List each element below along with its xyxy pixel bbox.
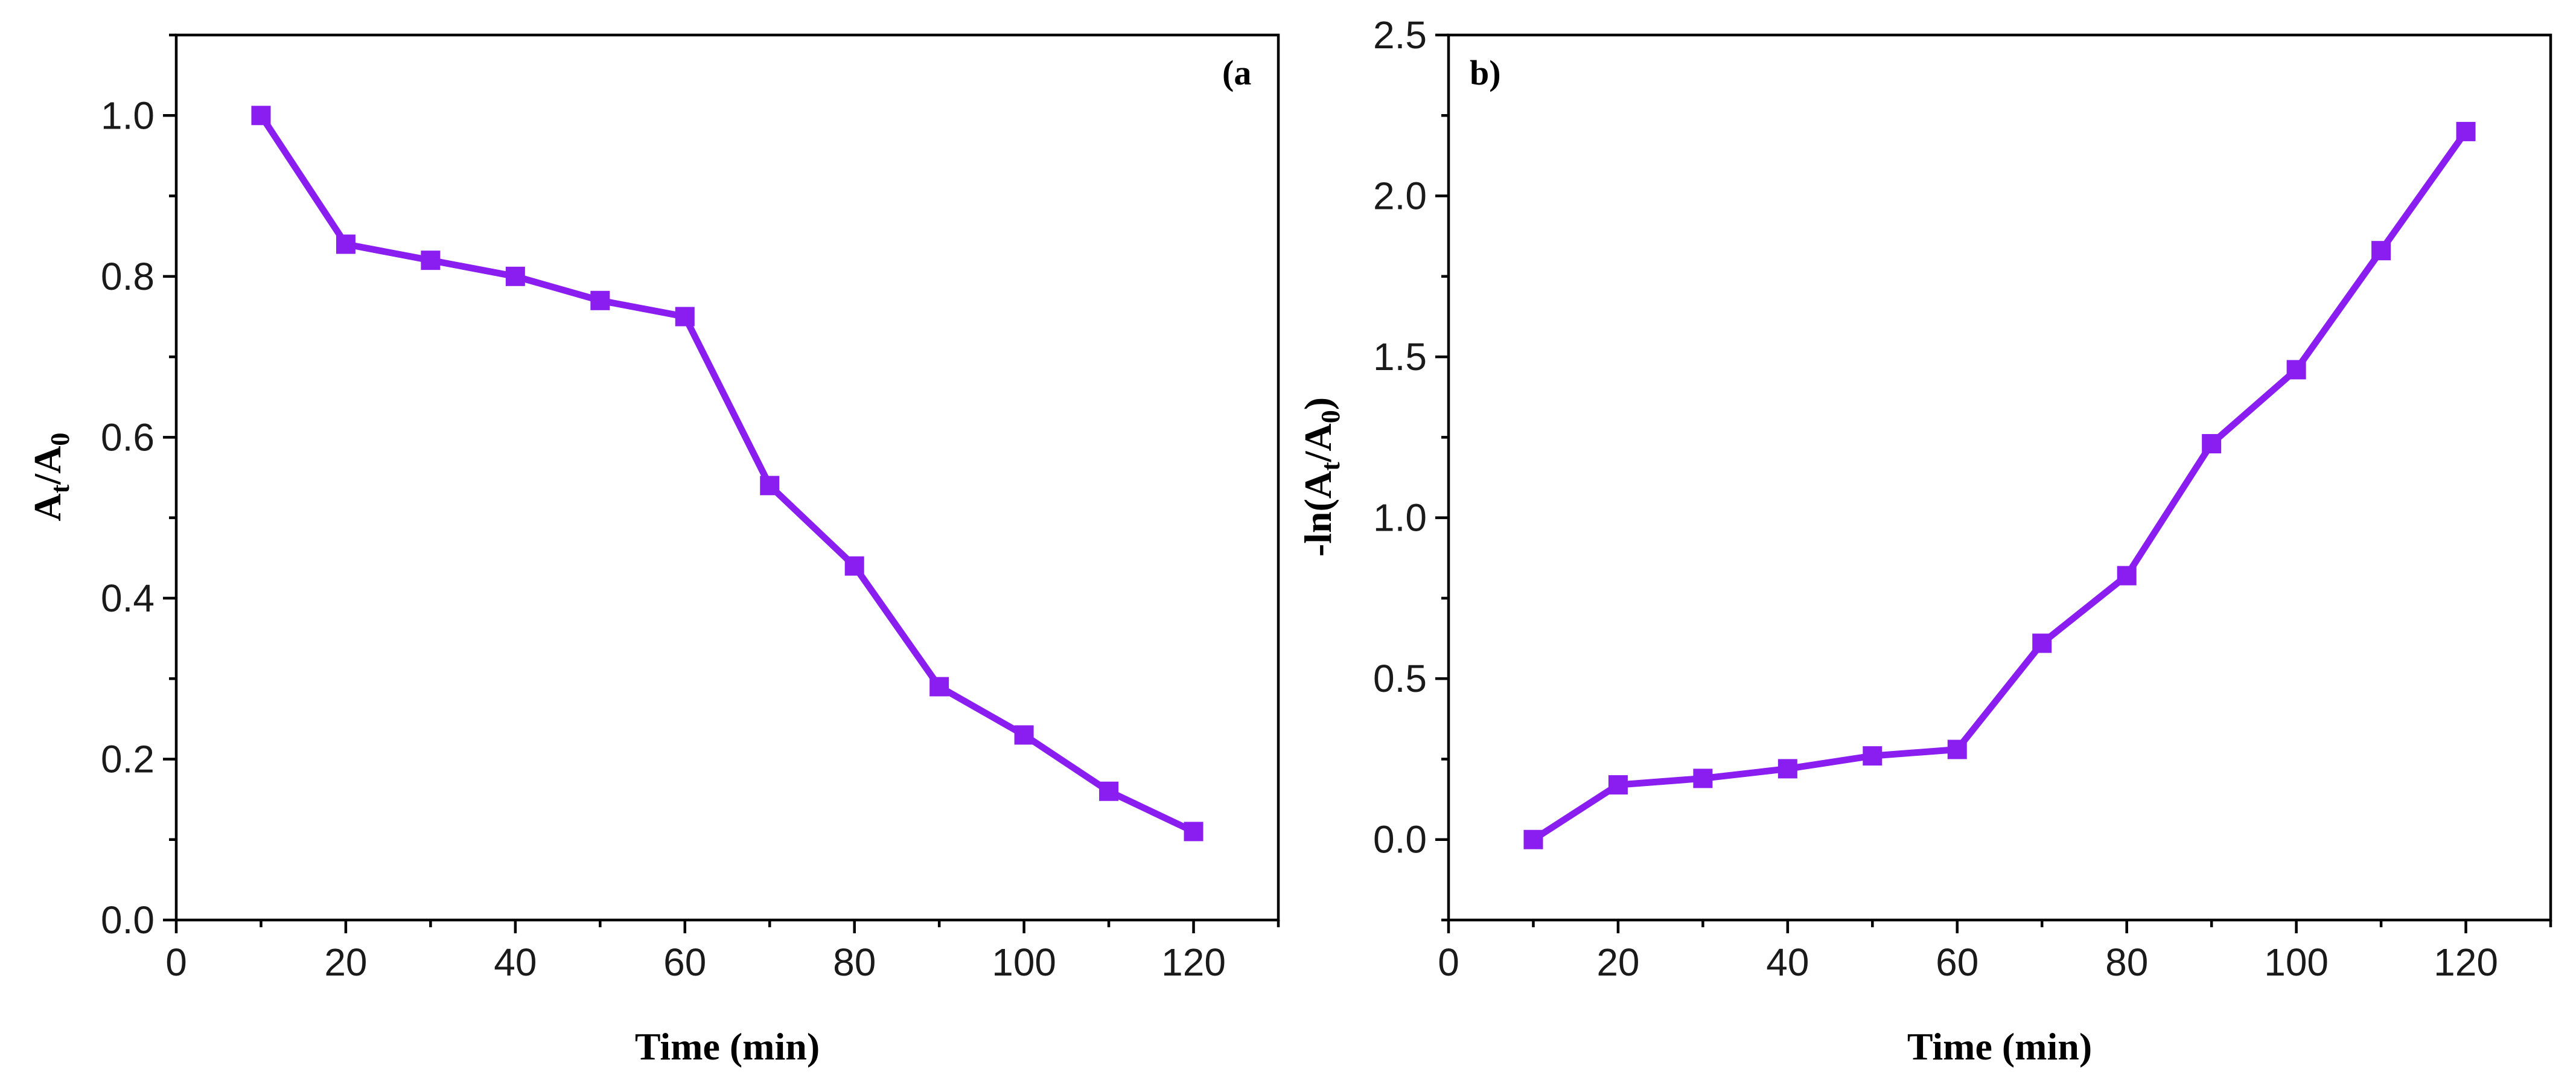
x-tick-label: 80 — [2105, 941, 2148, 984]
data-point-marker — [929, 677, 949, 697]
data-point-marker — [2032, 633, 2052, 653]
y-axis-b: 0.0 0.5 1.0 1.5 2.0 2.5 — [1373, 13, 1449, 922]
y-tick-label: 0.8 — [101, 255, 155, 298]
data-point-marker — [590, 290, 610, 310]
data-point-marker — [1693, 768, 1713, 788]
x-tick-label: 120 — [1161, 941, 1226, 984]
y-axis-title-a: At/A0 — [26, 433, 75, 522]
panel-label-b: b) — [1470, 53, 1501, 92]
y-tick-label: 1.0 — [1373, 496, 1427, 540]
series-line — [1531, 129, 2469, 843]
plot-frame-b — [1447, 33, 2552, 922]
data-point-marker — [1863, 746, 1883, 766]
y-tick-label: 2.0 — [1373, 174, 1427, 218]
x-tick-label: 0 — [165, 941, 187, 984]
chart-panel-a: (a Time (min) At/A0 0 20 40 60 80 100 120 0.00… — [26, 33, 1280, 1068]
y-tick-label: 0.0 — [1373, 818, 1427, 861]
series-line — [258, 113, 1195, 835]
x-tick-label: 40 — [1766, 941, 1809, 984]
data-point-marker — [505, 266, 525, 286]
series-b — [1523, 121, 2476, 849]
data-point-marker — [2202, 434, 2222, 454]
x-tick-label: 20 — [324, 941, 367, 984]
data-point-marker — [1099, 781, 1119, 801]
series-a — [251, 106, 1204, 842]
data-point-marker — [1014, 725, 1034, 745]
y-tick-label: 0.0 — [101, 898, 155, 942]
x-tick-label: 120 — [2434, 941, 2498, 984]
x-tick-label: 0 — [1438, 941, 1459, 984]
x-axis-title-a: Time (min) — [635, 1025, 820, 1068]
x-tick-label: 60 — [1936, 941, 1978, 984]
x-axis-a: 0 20 40 60 80 100 120 — [165, 920, 1280, 984]
y-tick-label: 0.5 — [1373, 657, 1427, 700]
chart-panel-b: b) Time (min) -ln(At/A0) 0 20 40 60 80 100 120… — [1296, 13, 2552, 1068]
y-tick-label: 2.5 — [1373, 13, 1427, 57]
data-point-marker — [2117, 566, 2137, 586]
data-point-marker — [2456, 121, 2476, 141]
x-tick-label: 100 — [992, 941, 1056, 984]
plot-frame-a — [174, 33, 1280, 922]
panel-label-a: (a — [1222, 53, 1251, 92]
x-axis-b: 0 20 40 60 80 100 120 — [1438, 920, 2552, 984]
data-point-marker — [844, 556, 864, 576]
data-point-marker — [2371, 241, 2391, 261]
y-axis-a: 0.0 0.2 0.4 0.6 0.8 1.0 — [101, 33, 176, 942]
data-point-marker — [1608, 775, 1628, 795]
data-point-marker — [2286, 360, 2306, 380]
data-point-marker — [1947, 740, 1967, 759]
data-point-marker — [760, 476, 780, 496]
y-axis-title-b: -ln(At/A0) — [1296, 397, 1345, 557]
data-point-marker — [421, 251, 441, 270]
y-tick-label: 0.4 — [101, 577, 155, 620]
x-tick-label: 100 — [2264, 941, 2329, 984]
data-point-marker — [336, 234, 355, 254]
y-tick-label: 0.2 — [101, 737, 155, 781]
x-tick-label: 20 — [1596, 941, 1639, 984]
x-tick-label: 80 — [833, 941, 876, 984]
y-tick-label: 0.6 — [101, 415, 155, 459]
data-point-marker — [675, 307, 695, 327]
x-tick-label: 40 — [494, 941, 537, 984]
x-axis-title-b: Time (min) — [1907, 1025, 2092, 1068]
data-point-marker — [1777, 759, 1797, 779]
data-point-marker — [1523, 829, 1543, 849]
y-tick-label: 1.0 — [101, 94, 155, 137]
data-point-marker — [251, 106, 271, 126]
x-tick-label: 60 — [663, 941, 706, 984]
y-tick-label: 1.5 — [1373, 335, 1427, 379]
data-point-marker — [1184, 822, 1204, 842]
